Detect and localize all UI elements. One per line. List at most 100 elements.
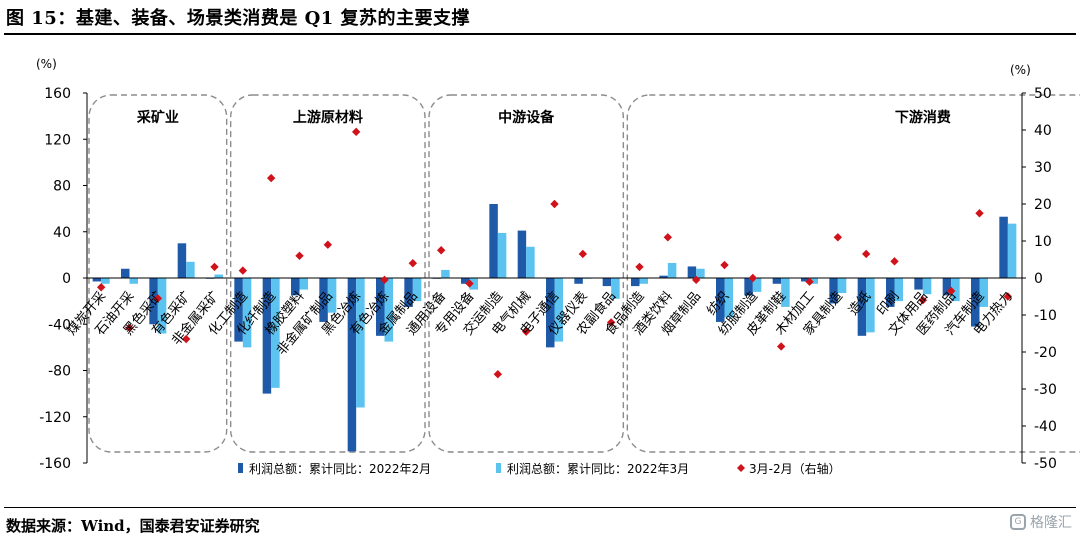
right-tick-label: -30	[1034, 382, 1057, 398]
diamond-24	[776, 342, 786, 351]
group-label-0: 采矿业	[136, 109, 179, 126]
bar-feb-16	[546, 278, 555, 348]
legend-swatch-0	[238, 463, 243, 473]
bar-feb-3	[177, 243, 187, 278]
diamond-28	[890, 257, 899, 266]
diamond-21	[691, 275, 701, 285]
diamond-16	[550, 199, 559, 209]
title-rule	[4, 33, 1076, 35]
footer-rule	[4, 507, 1076, 508]
right-tick-label: 40	[1034, 123, 1052, 139]
bar-feb-18	[602, 278, 612, 287]
bar-feb-27	[857, 278, 867, 336]
bar-feb-24	[772, 278, 782, 284]
bar-mar-0	[101, 278, 110, 284]
bar-mar-1	[129, 278, 138, 284]
bar-mar-8	[327, 278, 337, 313]
group-box-0	[88, 94, 228, 453]
watermark: G 格隆汇	[1010, 512, 1072, 532]
bar-mar-31	[979, 278, 988, 307]
bar-mar-4	[214, 274, 223, 278]
diamond-22	[720, 260, 729, 270]
bar-feb-5	[234, 278, 243, 342]
bar-feb-7	[291, 278, 300, 296]
bar-mar-16	[554, 278, 563, 342]
bar-mar-18	[611, 278, 620, 299]
diamond-15	[521, 327, 531, 336]
bar-mar-12	[441, 269, 450, 278]
bar-mar-28	[894, 278, 903, 302]
watermark-text: 格隆汇	[1030, 515, 1072, 531]
bar-mar-19	[639, 278, 648, 284]
diamond-11	[408, 259, 418, 268]
bar-mar-27	[866, 278, 875, 333]
left-tick-label: 40	[53, 225, 71, 241]
bar-feb-9	[347, 278, 357, 452]
diamond-29	[918, 296, 928, 305]
bar-feb-29	[914, 278, 923, 290]
right-tick-label: 50	[1034, 86, 1052, 102]
bar-feb-25	[801, 278, 810, 282]
diamond-12	[436, 246, 446, 255]
group-box-1	[229, 94, 426, 453]
diamond-13	[465, 279, 474, 288]
diamond-14	[493, 370, 503, 379]
diamond-32	[1003, 292, 1013, 301]
left-tick-label: 120	[44, 132, 71, 148]
right-axis-unit: (%)	[1010, 63, 1031, 77]
diamond-8	[323, 240, 333, 249]
right-tick-label: -50	[1034, 456, 1057, 472]
left-tick-label: 80	[53, 179, 71, 195]
diamond-27	[861, 249, 871, 259]
watermark-logo-icon: G	[1010, 514, 1026, 530]
bar-feb-21	[687, 266, 697, 278]
bar-feb-26	[829, 278, 838, 304]
bar-mar-24	[781, 278, 790, 307]
bar-feb-31	[971, 278, 980, 327]
right-tick-label: -10	[1034, 308, 1057, 324]
diamond-31	[975, 209, 984, 218]
bar-mar-11	[412, 278, 422, 302]
group-label-1: 上游原材料	[293, 109, 363, 126]
legend-label-0: 利润总额：累计同比：2022年2月	[249, 462, 431, 476]
bar-feb-2	[149, 278, 158, 325]
right-tick-label: 10	[1034, 234, 1052, 250]
legend-swatch-2	[737, 464, 745, 472]
bar-mar-15	[526, 246, 535, 278]
bar-mar-26	[837, 278, 847, 294]
bar-feb-20	[659, 275, 668, 278]
bar-mar-9	[356, 278, 365, 408]
diamond-7	[295, 251, 304, 260]
bar-feb-17	[574, 278, 583, 284]
group-label-3: 下游消费	[895, 109, 951, 126]
bar-feb-8	[319, 278, 328, 322]
bar-mar-22	[724, 278, 733, 318]
bar-feb-14	[489, 204, 498, 278]
bar-feb-32	[999, 216, 1008, 278]
legend-label-1: 利润总额：累计同比：2022年3月	[507, 462, 689, 476]
bar-feb-6	[262, 278, 272, 394]
right-tick-label: 0	[1034, 271, 1043, 287]
bar-feb-1	[121, 268, 130, 278]
bar-feb-15	[517, 230, 527, 278]
bar-mar-23	[752, 278, 762, 292]
bar-mar-20	[667, 262, 677, 278]
left-axis-unit: (%)	[36, 57, 57, 71]
diamond-2	[153, 294, 163, 303]
bar-mar-10	[384, 278, 393, 342]
bar-mar-3	[186, 261, 195, 278]
bar-mar-21	[696, 268, 705, 278]
diamond-3	[181, 334, 191, 344]
right-tick-label: 30	[1034, 160, 1052, 176]
left-tick-label: -120	[39, 410, 71, 426]
bar-mar-2	[157, 278, 167, 334]
bar-feb-10	[376, 278, 385, 336]
diamond-25	[805, 277, 814, 286]
right-tick-label: 20	[1034, 197, 1052, 213]
left-tick-label: -40	[48, 317, 71, 333]
diamond-0	[96, 283, 106, 292]
chart: 采矿业 上游原材料 中游设备 下游消费 160 120 80 40 0 -40 -80 -120 -16…	[36, 57, 1080, 476]
diamond-26	[833, 233, 843, 242]
bar-feb-0	[92, 278, 102, 282]
diamond-20	[663, 233, 673, 242]
